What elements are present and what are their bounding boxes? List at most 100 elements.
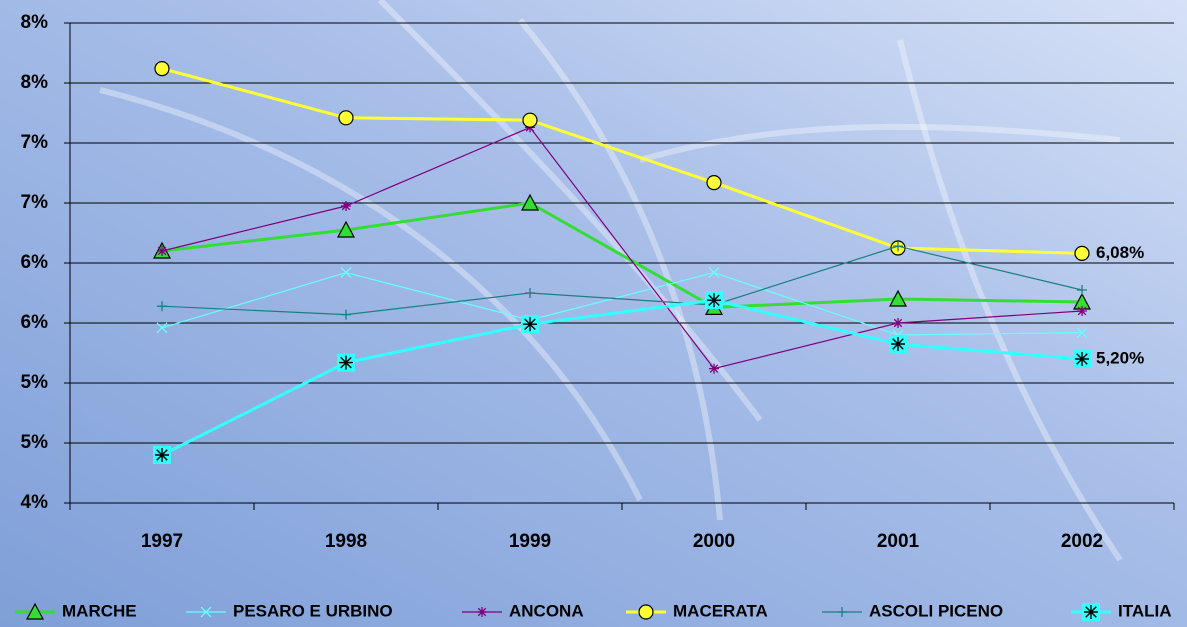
marker [340, 267, 352, 279]
legend-label: ANCONA [509, 601, 584, 620]
marker-shape [522, 112, 538, 128]
marker-shape [638, 604, 654, 620]
marker-shape [200, 606, 212, 618]
marker-shape [156, 322, 168, 334]
marker-shape [157, 301, 167, 312]
legend-label: ASCOLI PICENO [869, 601, 1003, 620]
marker-shape [521, 193, 539, 211]
marker [200, 606, 212, 618]
marker-shape [337, 220, 355, 238]
marker [337, 220, 355, 238]
marker [157, 301, 167, 312]
swirl [639, 123, 1121, 163]
marker [1073, 350, 1091, 368]
marker-shape [1077, 306, 1087, 316]
y-tick-label: 7% [21, 132, 49, 153]
series-line [161, 126, 1083, 370]
marker [341, 201, 351, 211]
x-tick-label: 1999 [509, 531, 551, 552]
marker-shape [339, 355, 353, 370]
marker [337, 353, 355, 372]
x-tick-label: 2002 [1061, 531, 1103, 552]
marker-shape [338, 110, 354, 126]
marker [893, 241, 903, 252]
marker-shape [525, 288, 535, 298]
legend-label: ITALIA [1118, 601, 1172, 620]
marker [525, 288, 535, 298]
marker-shape [708, 267, 720, 279]
marker [893, 318, 903, 328]
legend-label: MARCHE [62, 601, 137, 620]
y-tick-label: 8% [21, 12, 49, 33]
marker-shape [707, 293, 721, 308]
marker-shape [893, 318, 903, 328]
marker [26, 602, 44, 620]
marker [1076, 327, 1088, 339]
marker-shape [837, 607, 847, 617]
series-line [161, 298, 1083, 457]
marker-shape [523, 317, 537, 332]
y-tick-label: 8% [21, 72, 49, 93]
marker-shape [477, 607, 487, 617]
marker [1077, 285, 1087, 295]
marker-shape [26, 602, 44, 620]
y-tick-label: 5% [21, 372, 49, 393]
y-tick-label: 5% [21, 432, 49, 453]
x-tick-label: 1998 [325, 531, 367, 552]
marker [153, 446, 171, 464]
value-label: 6,08% [1096, 243, 1144, 262]
marker [837, 607, 847, 617]
marker [521, 193, 539, 211]
value-label: 5,20% [1096, 348, 1144, 367]
x-tick-label: 2001 [877, 531, 920, 552]
series-line [161, 271, 1083, 336]
marker-shape [1075, 352, 1089, 366]
marker [154, 60, 170, 77]
marker [522, 112, 538, 128]
marker [705, 291, 723, 310]
marker-shape [889, 289, 907, 307]
series-line [161, 245, 1083, 316]
marker [889, 335, 907, 353]
swirl [377, 0, 763, 422]
marker-shape [157, 246, 167, 256]
marker [521, 315, 539, 334]
x-tick-label: 2000 [693, 531, 735, 552]
series-line [161, 67, 1083, 255]
x-tick-label: 1997 [141, 531, 183, 552]
marker-shape [893, 241, 903, 252]
marker-shape [341, 309, 351, 320]
marker [1077, 306, 1087, 316]
swirl [517, 18, 723, 521]
marker-shape [1074, 245, 1090, 261]
marker [889, 289, 907, 307]
marker [1074, 245, 1090, 261]
series-line [161, 201, 1083, 309]
marker [638, 604, 654, 620]
marker [338, 110, 354, 126]
marker-shape [341, 201, 351, 211]
y-tick-label: 4% [21, 492, 49, 513]
y-tick-label: 6% [21, 252, 49, 273]
y-tick-label: 6% [21, 312, 49, 333]
marker-shape [154, 60, 170, 77]
marker [156, 322, 168, 334]
marker [1082, 603, 1100, 621]
marker-shape [1084, 605, 1098, 619]
marker [706, 175, 722, 191]
legend-label: MACERATA [673, 601, 768, 620]
marker [477, 607, 487, 617]
marker-shape [340, 267, 352, 279]
marker-shape [1077, 285, 1087, 295]
marker-shape [706, 175, 722, 191]
marker-shape [155, 448, 169, 462]
background-swirls [99, 0, 1123, 562]
marker-shape [891, 337, 905, 351]
legend-label: PESARO E URBINO [233, 601, 393, 620]
y-tick-label: 7% [21, 192, 49, 213]
swirl [897, 39, 1123, 562]
marker-shape [709, 363, 719, 374]
